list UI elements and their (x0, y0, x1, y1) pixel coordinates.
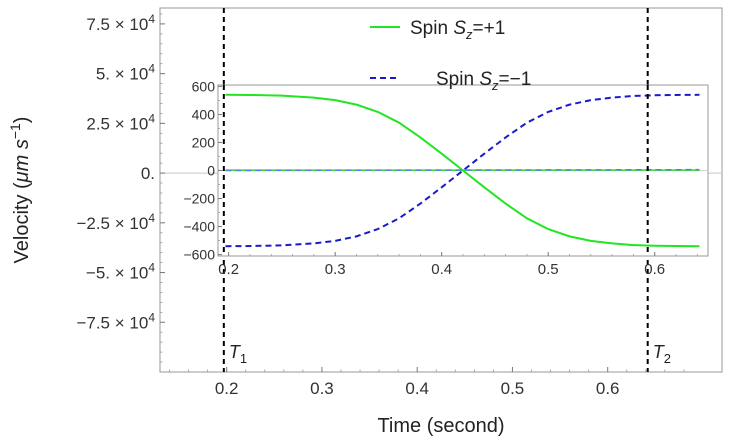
main-x-tick-label: 0.2 (215, 379, 239, 398)
main-x-tick-label: 0.4 (405, 379, 429, 398)
vline-label: T1 (229, 342, 247, 366)
inset-y-tick-label: 600 (192, 78, 216, 94)
inset-x-tick-label: 0.2 (218, 261, 239, 278)
inset-y-tick-label: 200 (192, 134, 216, 150)
inset-x-tick-label: 0.6 (644, 261, 665, 278)
inset-series-line (225, 168, 700, 172)
main-x-tick-label: 0.3 (310, 379, 334, 398)
legend: Spin Sz=+1 Spin Sz=−1 (370, 18, 531, 93)
inset-y-tick-label: 400 (192, 106, 216, 122)
inset-series-line (225, 93, 700, 248)
main-y-tick-label: 0. (141, 164, 155, 183)
main-x-tick-label: 0.6 (596, 379, 620, 398)
inset-y-tick-label: 0 (207, 163, 215, 179)
main-y-tick-label: −7.5 × 104 (76, 310, 155, 332)
inset-y-tick-label: −400 (183, 219, 215, 235)
inset-y-tick-label: −200 (183, 191, 215, 207)
main-frame (159, 7, 723, 373)
legend-entry-label: Spin Sz=−1 (436, 69, 531, 93)
legend-entry-label: Spin Sz=+1 (410, 18, 505, 42)
inset-series-line (225, 93, 700, 248)
main-y-tick-label: 2.5 × 104 (86, 111, 155, 133)
inset-x-tick-label: 0.5 (538, 261, 559, 278)
main-x-tick-label: 0.5 (501, 379, 525, 398)
main-plot: 7.5 × 104 5. × 104 2.5 × 104 0. −2.5 × 104 −5… (7, 7, 723, 437)
main-y-tick-label: −5. × 104 (86, 261, 155, 283)
y-axis-label: Velocity (μm s−1) (7, 117, 33, 264)
inset-x-tick-label: 0.4 (431, 261, 452, 278)
inset-x-tick-label: 0.3 (325, 261, 346, 278)
vline-label: T2 (653, 342, 671, 366)
x-axis-label: Time (second) (377, 415, 504, 437)
main-y-tick-label: −2.5 × 104 (76, 211, 155, 233)
main-y-tick-label: 5. × 104 (96, 62, 155, 84)
inset-y-tick-label: −600 (183, 247, 215, 263)
main-y-tick-label: 7.5 × 104 (86, 12, 155, 34)
